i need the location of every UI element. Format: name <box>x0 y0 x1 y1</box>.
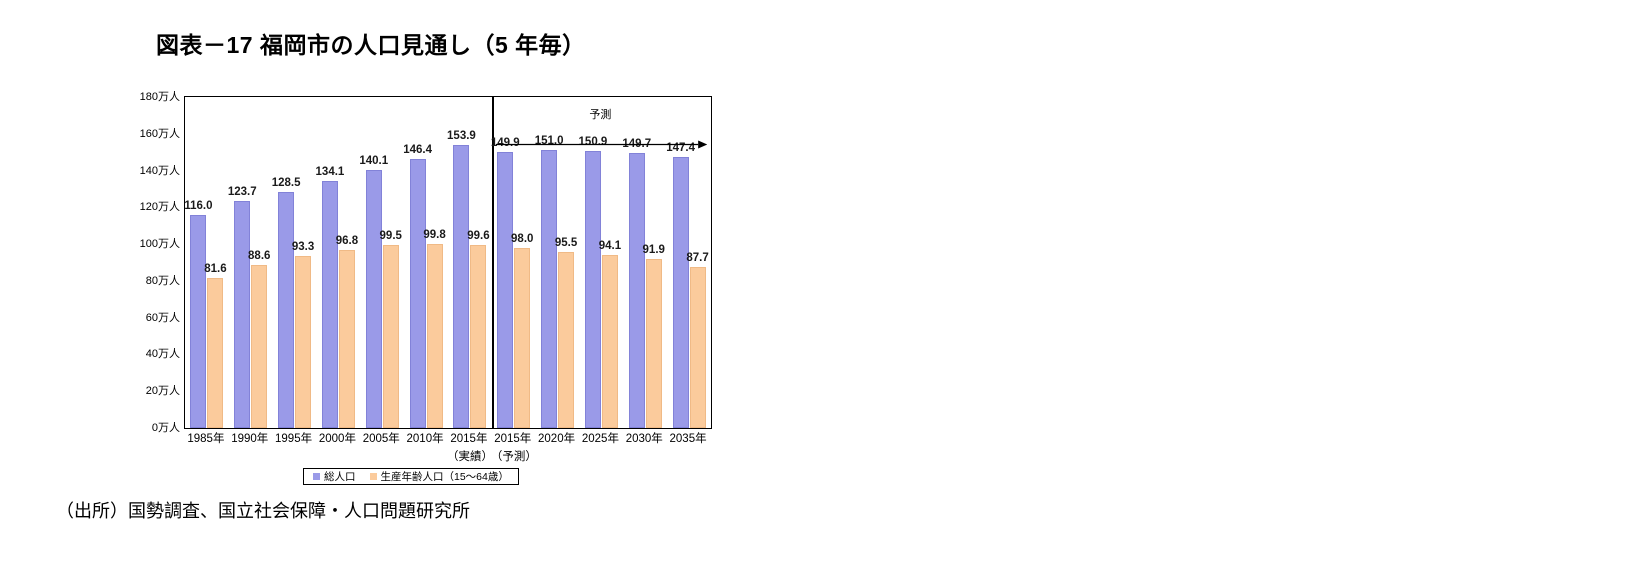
bar-working-age-population <box>601 254 618 428</box>
bar-total-population <box>497 152 514 428</box>
bar-working-age-population <box>470 244 487 428</box>
bar-group: 116.0 81.6 <box>184 97 229 428</box>
y-tick-label: 160万人 <box>139 127 180 140</box>
x-axis: 1985年 1990年 1995年 2000年 2005年 2010年 2015年 2015年… <box>184 432 712 448</box>
page-title: 図表－17 福岡市の人口見通し（5 年毎） <box>156 32 586 58</box>
bar-group: 134.1 96.8 <box>316 97 361 428</box>
bar-label-total-population: 153.9 <box>447 130 476 142</box>
bar-group: 150.9 94.1 <box>579 97 624 428</box>
bar-working-age-population <box>689 266 706 428</box>
bar-label-working-age-population: 98.0 <box>511 232 534 245</box>
bar-label-working-age-population: 94.1 <box>598 239 622 252</box>
y-tick-label: 100万人 <box>139 238 180 251</box>
x-tick-label: 2030年 <box>625 433 663 445</box>
bar-total-population <box>541 150 558 428</box>
bar-total-population <box>584 150 601 428</box>
x-tick-label: 2025年 <box>581 433 619 445</box>
bar-group: 153.9 99.6 <box>447 97 492 428</box>
bar-group: 149.9 98.0 <box>491 97 536 428</box>
bar-label-working-age-population: 88.6 <box>248 250 271 263</box>
bar-group: 128.5 93.3 <box>272 97 317 428</box>
bar-working-age-population <box>426 244 443 428</box>
bar-label-working-age-population: 93.3 <box>291 241 315 254</box>
y-tick-label: 0万人 <box>151 422 180 434</box>
bar-label-total-population: 149.9 <box>490 137 520 150</box>
x-sub-label-actual: （実績） <box>447 451 493 463</box>
bar-total-population <box>321 181 338 428</box>
forecast-arrow-icon <box>495 140 707 149</box>
bar-total-population <box>234 200 251 428</box>
bar-label-total-population: 134.1 <box>315 166 345 179</box>
bar-total-population <box>409 158 426 428</box>
x-tick-label: 2020年 <box>538 433 576 445</box>
x-sub-label-forecast: （予測） <box>490 451 537 463</box>
bar-label-working-age-population: 95.5 <box>554 237 578 250</box>
bar-total-population <box>453 145 470 428</box>
x-tick-label: 2015年 <box>450 433 488 445</box>
bar-label-working-age-population: 91.9 <box>642 244 665 257</box>
forecast-annotation-label: 予測 <box>589 109 612 121</box>
legend-swatch-working-age-icon <box>369 473 377 480</box>
bar-working-age-population <box>558 252 575 428</box>
bar-working-age-population <box>382 245 399 428</box>
bar-label-total-population: 123.7 <box>227 185 257 198</box>
bar-total-population <box>672 156 689 428</box>
x-tick-label: 1990年 <box>231 433 269 445</box>
legend-swatch-total-icon <box>313 473 320 480</box>
legend-item-working-age: 生産年齢人口（15～64歳） <box>369 469 509 484</box>
bar-label-working-age-population: 99.6 <box>467 229 490 242</box>
bar-label-working-age-population: 99.8 <box>423 229 446 242</box>
bar-label-working-age-population: 96.8 <box>335 235 359 247</box>
x-tick-label: 1985年 <box>187 433 225 445</box>
bar-working-age-population <box>207 277 224 428</box>
bar-group: 140.1 99.5 <box>359 97 404 428</box>
source-note: （出所）国勢調査、国立社会保障・人口問題研究所 <box>56 501 470 521</box>
legend-label-total: 総人口 <box>324 471 356 483</box>
x-tick-label: 1995年 <box>275 433 313 445</box>
bar-label-working-age-population: 87.7 <box>686 251 709 264</box>
y-tick-label: 20万人 <box>145 385 180 398</box>
x-axis-sub-labels: （実績） （予測） <box>184 448 712 464</box>
bar-working-age-population <box>251 265 268 428</box>
y-tick-label: 40万人 <box>145 348 180 361</box>
actual-forecast-divider <box>491 96 494 429</box>
bar-working-age-population <box>514 247 531 428</box>
bar-group: 123.7 88.6 <box>228 97 273 428</box>
bar-total-population <box>365 170 382 428</box>
y-tick-label: 60万人 <box>145 311 180 324</box>
plot-area: 116.0 81.6 123.7 88.6 128.5 93.3 134.1 96.8 140.… <box>184 96 711 429</box>
bar-group: 146.4 99.8 <box>403 97 448 428</box>
plot-frame <box>184 96 712 429</box>
bar-group: 151.0 95.5 <box>535 97 580 428</box>
bar-label-total-population: 116.0 <box>184 199 213 212</box>
bar-total-population <box>190 214 207 428</box>
y-axis: 180万人 160万人 140万人 120万人 100万人 80万人 60万人 40万人 20万… <box>110 90 295 435</box>
bar-group: 149.7 91.9 <box>622 97 667 428</box>
bar-label-working-age-population: 81.6 <box>204 262 227 275</box>
x-tick-label: 2035年 <box>669 433 707 445</box>
x-tick-label: 2005年 <box>362 433 400 445</box>
legend-label-working-age: 生産年齢人口（15～64歳） <box>380 471 509 483</box>
bar-label-total-population: 146.4 <box>403 143 432 156</box>
x-tick-label: 2000年 <box>318 433 356 445</box>
bar-total-population <box>628 152 645 428</box>
y-tick-label: 80万人 <box>145 274 180 287</box>
legend: 総人口 生産年齢人口（15～64歳） <box>303 468 519 485</box>
bar-label-working-age-population: 99.5 <box>379 230 402 243</box>
bar-working-age-population <box>645 259 662 428</box>
x-tick-label: 2015年 <box>494 433 532 445</box>
bar-group: 147.4 87.7 <box>666 97 711 428</box>
bar-label-total-population: 149.7 <box>622 137 652 150</box>
y-tick-label: 180万人 <box>139 91 180 103</box>
x-tick-label: 2010年 <box>406 433 444 445</box>
legend-item-total: 総人口 <box>313 469 356 484</box>
y-tick-label: 140万人 <box>139 164 180 177</box>
bar-label-total-population: 140.1 <box>359 155 389 168</box>
bar-label-total-population: 128.5 <box>271 176 301 189</box>
y-tick-label: 120万人 <box>139 201 180 214</box>
bar-working-age-population <box>338 250 355 428</box>
bar-total-population <box>278 191 295 428</box>
bar-working-age-population <box>295 256 312 428</box>
